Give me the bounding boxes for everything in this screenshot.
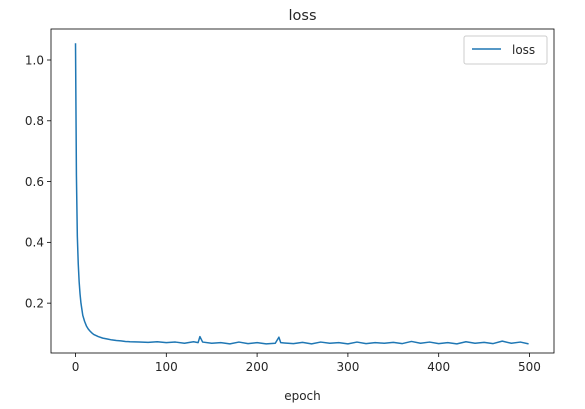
x-tick-label: 500 [518,360,541,374]
y-tick-label: 0.2 [25,296,44,310]
x-tick-label: 0 [72,360,80,374]
chart-title: loss [288,8,316,24]
x-axis-ticks: 0 100 200 300 400 500 [72,353,541,374]
plot-frame [50,28,555,354]
x-tick-label: 300 [336,360,359,374]
y-tick-label: 0.8 [25,114,44,128]
y-tick-label: 0.4 [25,236,44,250]
loss-series-line [74,43,529,345]
y-tick-label: 1.0 [25,53,44,67]
plot-area [51,29,554,353]
x-tick-label: 100 [155,360,178,374]
legend-box [463,35,548,65]
legend: loss [463,35,548,65]
x-tick-label: 400 [427,360,450,374]
y-axis-ticks: 0.2 0.4 0.6 0.8 1.0 [25,53,51,310]
legend-label: loss [512,43,535,57]
x-axis-label: epoch [284,389,321,403]
x-tick-label: 200 [246,360,269,374]
y-tick-label: 0.6 [25,175,44,189]
